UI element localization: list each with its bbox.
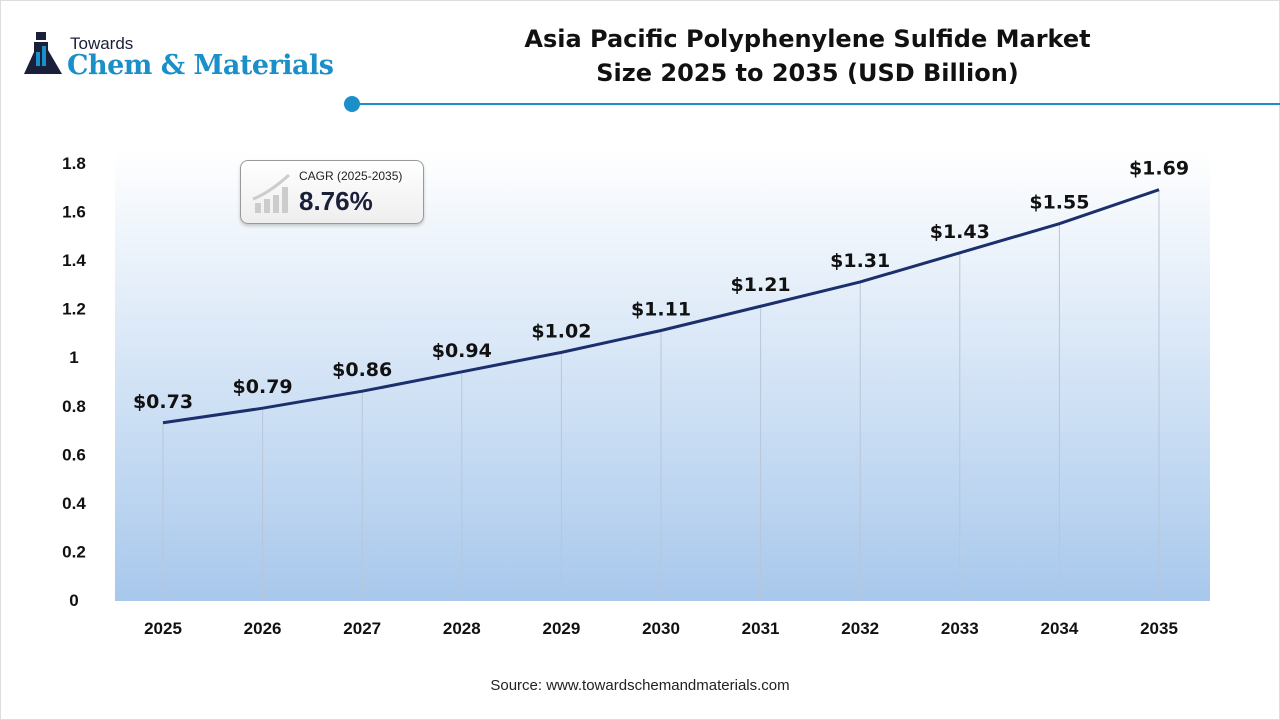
y-tick-label: 0 [69, 591, 78, 610]
logo-line2: Chem & Materials [67, 50, 334, 81]
x-tick-label: 2026 [244, 619, 282, 638]
data-label: $0.86 [332, 359, 392, 381]
y-tick-label: 0.4 [62, 494, 86, 513]
title-rule [352, 103, 1280, 105]
y-tick-label: 0.6 [62, 445, 86, 464]
x-tick-label: 2033 [941, 619, 979, 638]
title-line2: Size 2025 to 2035 (USD Billion) [596, 59, 1019, 87]
x-tick-label: 2029 [542, 619, 580, 638]
flask-icon [24, 32, 62, 74]
data-label: $0.79 [233, 376, 293, 398]
series-line [162, 188, 1160, 425]
cagr-value: 8.76% [299, 186, 373, 216]
cagr-label: CAGR (2025-2035) [299, 169, 403, 183]
data-label: $0.94 [432, 340, 492, 362]
x-tick-label: 2032 [841, 619, 879, 638]
data-label: $1.31 [830, 250, 890, 272]
x-tick-label: 2027 [343, 619, 381, 638]
y-tick-label: 0.8 [62, 397, 86, 416]
x-tick-label: 2030 [642, 619, 680, 638]
chart-title: Asia Pacific Polyphenylene Sulfide Marke… [450, 22, 1165, 90]
data-label: $1.43 [930, 221, 990, 243]
x-tick-label: 2035 [1140, 619, 1178, 638]
x-tick-label: 2025 [144, 619, 182, 638]
plot-area [115, 150, 1210, 601]
rule-dot [344, 96, 360, 112]
data-label: $1.02 [531, 320, 591, 342]
data-label: $1.21 [731, 274, 791, 296]
growth-chart-icon [252, 173, 291, 213]
data-label: $1.69 [1129, 158, 1189, 180]
x-tick-label: 2034 [1040, 619, 1078, 638]
y-tick-label: 1.8 [62, 154, 86, 173]
title-line1: Asia Pacific Polyphenylene Sulfide Marke… [524, 25, 1091, 53]
data-label: $1.11 [631, 299, 691, 321]
y-tick-label: 0.2 [62, 542, 86, 561]
cagr-box: CAGR (2025-2035) 8.76% [240, 160, 424, 224]
data-label: $1.55 [1029, 192, 1089, 214]
y-tick-label: 1.6 [62, 203, 86, 222]
y-tick-label: 1.2 [62, 300, 86, 319]
y-tick-label: 1 [69, 348, 78, 367]
x-tick-label: 2031 [742, 619, 780, 638]
logo-line1: Towards [70, 34, 134, 53]
data-label: $0.73 [133, 391, 193, 413]
x-tick-label: 2028 [443, 619, 481, 638]
source-text: Source: www.towardschemandmaterials.com [490, 677, 790, 694]
y-tick-label: 1.4 [62, 251, 86, 270]
